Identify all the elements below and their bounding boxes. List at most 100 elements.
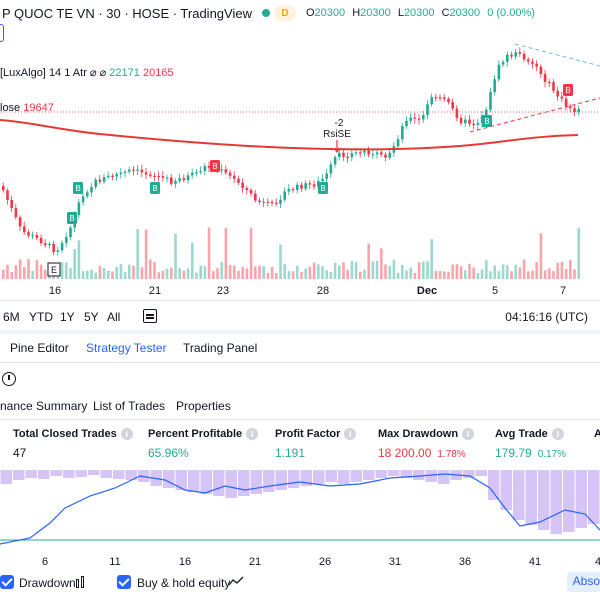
info-icon[interactable]: i [344, 428, 357, 440]
ma-indicator-legend[interactable]: lose 19647 [0, 102, 54, 114]
time-tick: 7 [559, 285, 567, 297]
candle [472, 123, 475, 126]
volume-bar [266, 272, 270, 279]
candle [123, 171, 127, 173]
candle [283, 191, 286, 200]
volume-bar [346, 269, 349, 279]
volume-bars [2, 227, 580, 279]
volume-bar [552, 271, 555, 279]
info-icon[interactable]: i [462, 428, 475, 440]
candle [296, 184, 299, 190]
candle [371, 154, 375, 156]
candle [417, 118, 421, 120]
tab-pine-editor[interactable]: Pine Editor [10, 341, 69, 355]
delay-badge[interactable]: D [273, 5, 296, 21]
volume-bar [548, 268, 551, 279]
equity-legend: Drawdown Buy & hold equity Abso [0, 572, 600, 594]
volume-bar [312, 262, 316, 279]
metric-percent-profitable: Percent Profitable i 65.96% [148, 428, 259, 460]
candle [56, 250, 60, 252]
candle [18, 217, 22, 227]
drawdown-checkbox[interactable] [0, 575, 14, 589]
info-icon[interactable]: i [246, 428, 259, 440]
volume-bar [220, 261, 223, 279]
candle [409, 117, 412, 121]
volume-bar [300, 271, 303, 279]
range-all-button[interactable]: All [107, 310, 121, 324]
hidden-icon[interactable]: ⌀ [89, 67, 97, 79]
metric-truncated: A [594, 428, 600, 440]
axis-tick: 6 [41, 556, 49, 568]
candle [119, 172, 123, 175]
volume-bar [371, 261, 375, 279]
tab-strategy-tester[interactable]: Strategy Tester [86, 341, 167, 355]
symbol-title[interactable]: P QUOC TE VN · 30 · HOSE · TradingView [2, 5, 252, 21]
candle [207, 166, 211, 168]
buy-hold-checkbox[interactable] [117, 575, 131, 589]
trade-markers[interactable]: B B B B B B B [67, 84, 573, 224]
goto-date-icon[interactable] [143, 309, 157, 323]
candle [577, 109, 580, 113]
drawdown-bar [288, 470, 300, 488]
info-icon[interactable]: i [120, 428, 133, 440]
earnings-marker[interactable]: E [47, 262, 61, 277]
volume-bar [518, 267, 522, 279]
drawdown-bar [425, 470, 437, 482]
tab-list-of-trades[interactable]: List of Trades [93, 399, 166, 413]
candle [338, 152, 341, 158]
volume-bar [333, 262, 337, 279]
volume-bar [136, 229, 139, 279]
info-icon[interactable]: i [551, 428, 564, 440]
utc-clock[interactable]: 04:16:16 (UTC) [505, 310, 588, 324]
candle [451, 101, 454, 109]
absolute-toggle[interactable]: Abso [566, 572, 600, 592]
axis-tick: 4 [594, 556, 600, 568]
tab-properties[interactable]: Properties [176, 399, 231, 413]
volume-bar [304, 268, 307, 279]
strategy-settings-icon[interactable] [2, 372, 16, 386]
candle [270, 201, 274, 204]
metric-profit-factor: Profit Factor i 1.191 [275, 428, 357, 460]
candle [514, 52, 517, 57]
metric-label: Avg Trade [495, 428, 548, 440]
volume-bar [338, 265, 341, 279]
line-icon [228, 576, 244, 586]
drawdown-bar [263, 470, 275, 492]
drawdown-bar [250, 470, 262, 494]
candle [31, 235, 34, 237]
panel-divider[interactable] [0, 330, 600, 334]
candle [443, 97, 446, 99]
drawdown-bar [338, 470, 350, 484]
range-1y-button[interactable]: 1Y [60, 310, 75, 324]
volume-bar [577, 228, 580, 279]
range-5y-button[interactable]: 5Y [84, 310, 99, 324]
candle [199, 171, 202, 173]
luxalgo-indicator-legend[interactable]: [LuxAlgo] 14 1 Atr ⌀ ⌀ 22171 20165 [0, 66, 174, 79]
volume-bar [325, 270, 328, 279]
range-6m-button[interactable]: 6M [3, 310, 20, 324]
volume-bar [249, 227, 253, 279]
candle [569, 106, 572, 109]
ohlc-close-value: 20300 [449, 7, 481, 19]
candle [350, 153, 354, 158]
time-axis[interactable]: 16 21 23 28 Dec 5 7 [0, 283, 600, 299]
tab-performance-summary[interactable]: nance Summary [0, 399, 88, 413]
divider [0, 300, 600, 301]
range-ytd-button[interactable]: YTD [29, 310, 53, 324]
collapse-handle[interactable] [0, 24, 4, 42]
volume-bar [367, 243, 370, 279]
hidden-icon[interactable]: ⌀ [99, 67, 107, 79]
drawdown-bar [475, 470, 487, 476]
svg-text:E: E [51, 265, 57, 275]
price-chart[interactable]: -2 RsiSE B B B B B B B E [0, 36, 600, 281]
candle [375, 152, 379, 155]
drawdown-bar [363, 470, 375, 480]
drawdown-bar [413, 470, 425, 480]
equity-chart[interactable] [0, 468, 600, 548]
candle [485, 109, 488, 116]
tab-trading-panel[interactable]: Trading Panel [183, 341, 258, 355]
ohlc-close-label: C [441, 7, 450, 19]
drawdown-bar [163, 470, 175, 488]
time-tick: 23 [216, 285, 230, 297]
